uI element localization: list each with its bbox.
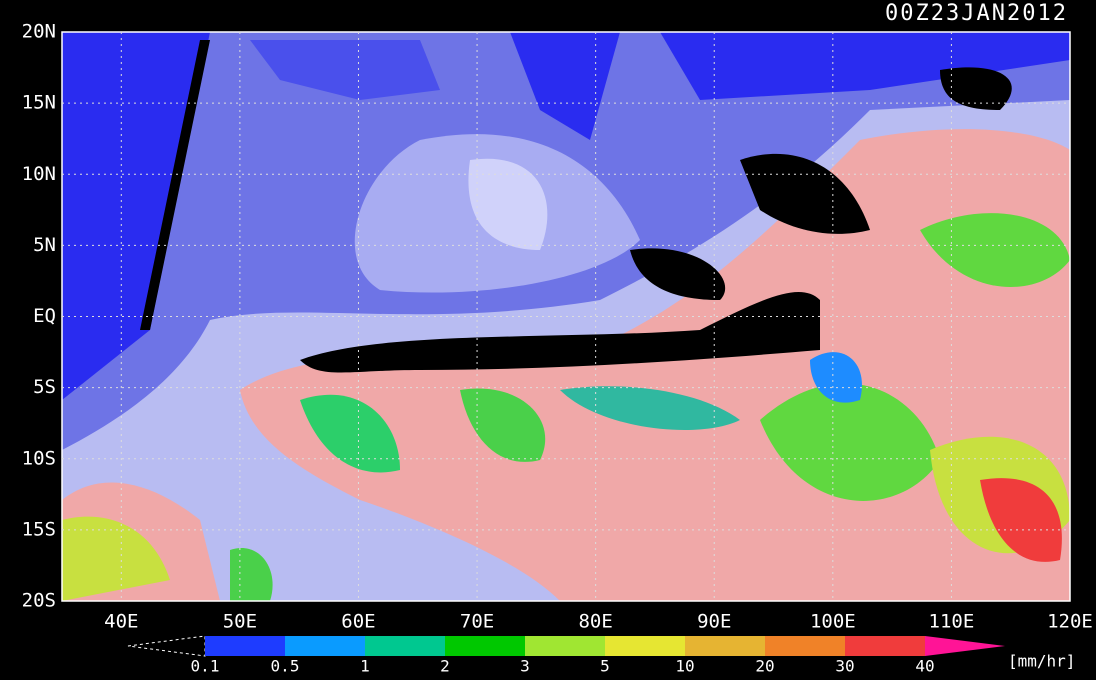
colorbar-label: 5 (600, 657, 610, 676)
lat-label: 20S (22, 590, 56, 612)
lat-label: 15N (22, 92, 56, 114)
axis-labels: 20N 15N 10N 5N EQ 5S 10S 15S 20S 40E 50E 60E 70E 80E 9… (22, 21, 1093, 633)
colorbar-swatch (525, 636, 605, 656)
colorbar-label: 3 (520, 657, 530, 676)
lat-label: EQ (33, 305, 56, 327)
map-field (62, 32, 1070, 601)
lat-label: 15S (22, 518, 56, 540)
lat-label: 10N (22, 163, 56, 185)
colorbar-swatch (205, 636, 285, 656)
colorbar-unit: [mm/hr] (1008, 652, 1075, 671)
lon-label: 70E (460, 611, 494, 633)
lon-label: 80E (578, 611, 612, 633)
colorbar-label: 1 (360, 657, 370, 676)
colorbar-swatch (685, 636, 765, 656)
lon-label: 120E (1047, 611, 1093, 633)
colorbar-swatch (445, 636, 525, 656)
lon-label: 60E (341, 611, 375, 633)
colorbar-swatch (845, 636, 925, 656)
colorbar-label: 40 (915, 657, 934, 676)
colorbar-label: 20 (755, 657, 774, 676)
colorbar: 0.1 0.5 1 2 3 5 10 20 30 40 (191, 636, 1005, 676)
lon-label: 50E (223, 611, 257, 633)
lat-label: 5S (33, 376, 56, 398)
colorbar-label: 0.5 (271, 657, 300, 676)
colorbar-high-end (925, 636, 1005, 656)
map-title: 00Z23JAN2012 (885, 1, 1068, 26)
colorbar-swatch (605, 636, 685, 656)
colorbar-label: 0.1 (191, 657, 220, 676)
lat-label: 5N (33, 234, 56, 256)
grid (62, 32, 1070, 601)
colorbar-swatch (365, 636, 445, 656)
colorbar-low-end (127, 635, 206, 657)
lat-label: 10S (22, 447, 56, 469)
lon-label: 100E (810, 611, 856, 633)
colorbar-label: 10 (675, 657, 694, 676)
lon-label: 110E (929, 611, 975, 633)
lon-label: 40E (104, 611, 138, 633)
colorbar-swatch (285, 636, 365, 656)
colorbar-label: 2 (440, 657, 450, 676)
colorbar-label: 30 (835, 657, 854, 676)
lon-label: 90E (697, 611, 731, 633)
lat-label: 20N (22, 21, 56, 43)
colorbar-swatch (765, 636, 845, 656)
